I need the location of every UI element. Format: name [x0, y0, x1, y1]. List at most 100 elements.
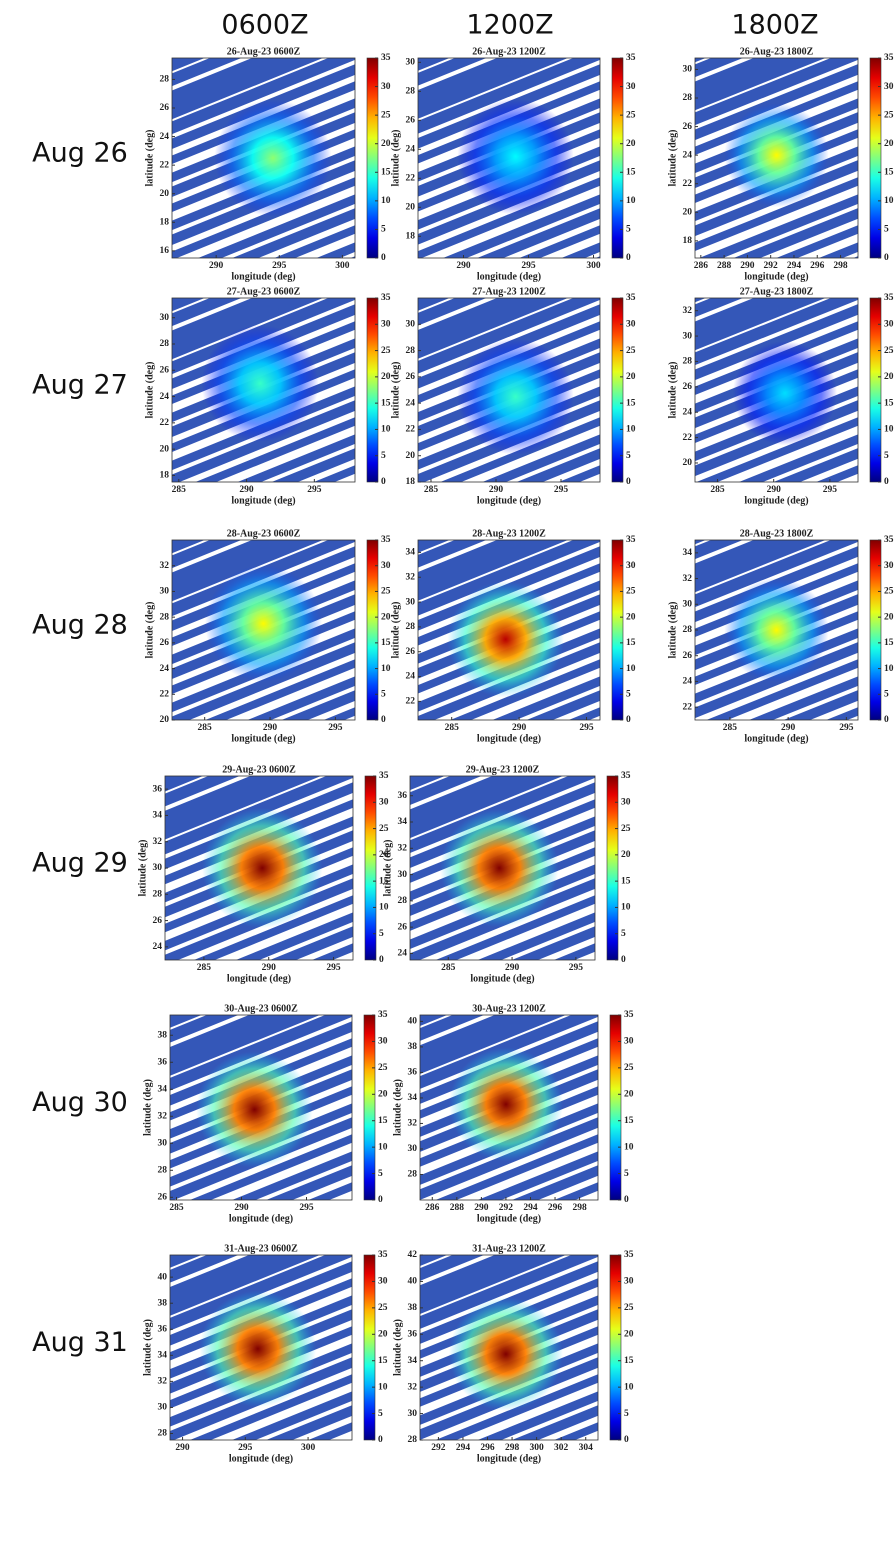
y-tick-label: 24 [406, 398, 416, 408]
swath-gap [261, 443, 355, 482]
colorbar [869, 297, 882, 483]
swath-gap [420, 1255, 572, 1317]
x-axis-label: longitude (deg) [477, 271, 541, 282]
swath-gap [295, 233, 355, 258]
swath-gap [170, 1015, 207, 1030]
x-tick-label: 298 [833, 261, 848, 271]
x-tick-label: 294 [456, 1443, 471, 1453]
colorbar-tick-label: 0 [378, 1435, 383, 1445]
y-tick-label: 28 [398, 896, 408, 906]
swath-gap [410, 776, 493, 810]
y-tick-label: 36 [408, 1068, 418, 1078]
colorbar-tick-label: 0 [381, 477, 386, 487]
x-axis-label: longitude (deg) [744, 271, 808, 282]
colorbar-tick-label: 20 [626, 612, 636, 622]
plot-frame [694, 57, 859, 259]
colorbar-tick-label: 5 [884, 451, 889, 461]
swath-gap [717, 425, 858, 482]
colorbar-tick-label: 30 [381, 561, 391, 571]
swath-gap [800, 458, 858, 482]
y-tick-label: 26 [406, 372, 416, 382]
colorbar-tick-label: 25 [378, 1303, 388, 1313]
y-tick-label: 24 [406, 144, 416, 154]
swath-gap [172, 58, 252, 91]
y-tick-label: 26 [160, 103, 170, 113]
colorbar-tick-label: 25 [626, 110, 636, 120]
swath-gap [685, 764, 868, 837]
colorbar-tick-label: 0 [381, 715, 386, 725]
colorbar-tick-label: 20 [624, 1329, 634, 1339]
panel-title: 30-Aug-23 0600Z [224, 1003, 298, 1014]
y-tick-label: 28 [683, 625, 693, 635]
colorbar-tick-label: 20 [626, 372, 636, 382]
swath-gap [538, 1415, 598, 1440]
swath-gap [170, 1015, 326, 1078]
x-tick-label: 290 [740, 261, 755, 271]
y-tick-label: 34 [683, 548, 693, 558]
y-axis-label: latitude (deg) [390, 602, 401, 659]
swath-gap [503, 218, 600, 258]
colorbar-tick-label: 15 [884, 167, 894, 177]
swath-gap [456, 903, 595, 960]
swath-gap [259, 921, 353, 960]
swath-gap [176, 185, 355, 258]
colorbar-tick-label: 30 [624, 1277, 634, 1287]
panel-title: 26-Aug-23 1200Z [472, 46, 546, 57]
colorbar-tick-label: 25 [381, 110, 391, 120]
colorbar-tick-label: 10 [626, 664, 636, 674]
swath-gap [170, 1255, 207, 1270]
y-tick-label: 18 [160, 217, 170, 227]
x-tick-label: 290 [456, 261, 471, 271]
colorbar-tick-label: 15 [621, 876, 631, 886]
x-axis-label: longitude (deg) [231, 733, 295, 744]
x-tick-label: 298 [505, 1443, 520, 1453]
y-axis-label: latitude (deg) [390, 130, 401, 187]
plot-area [172, 540, 355, 720]
storm-core [202, 807, 323, 929]
x-tick-label: 286 [694, 261, 709, 271]
panel-title: 27-Aug-23 0600Z [227, 286, 301, 297]
y-tick-label: 30 [683, 65, 693, 75]
x-tick-label: 290 [262, 963, 277, 973]
y-tick-label: 28 [406, 346, 416, 356]
swath-gap [172, 298, 329, 362]
y-tick-label: 32 [158, 1111, 168, 1121]
swath-gap [410, 1495, 608, 1541]
colorbar-tick-label: 35 [624, 1250, 634, 1260]
swath-gap [421, 185, 600, 258]
colorbar-tick-label: 25 [621, 824, 631, 834]
swath-gap [762, 443, 858, 482]
colorbar-tick-label: 5 [626, 689, 631, 699]
y-tick-label: 28 [408, 1170, 418, 1180]
swath-gap [685, 796, 868, 869]
y-tick-label: 32 [683, 574, 693, 584]
y-tick-label: 34 [158, 1084, 168, 1094]
storm-core [447, 581, 564, 698]
colorbar-tick-label: 5 [626, 451, 631, 461]
colorbar-tick-label: 10 [884, 664, 894, 674]
colorbar-tick-label: 5 [624, 1409, 629, 1419]
y-tick-label: 28 [406, 622, 416, 632]
colorbar [609, 1014, 622, 1201]
swath-gap [420, 1127, 598, 1200]
x-tick-label: 304 [579, 1443, 594, 1453]
x-axis-label: longitude (deg) [227, 973, 291, 984]
swath-gap [160, 1527, 362, 1541]
colorbar-tick-label: 5 [624, 1169, 629, 1179]
storm-core [204, 565, 323, 683]
colorbar-tick-label: 10 [884, 196, 894, 206]
swath-gap [695, 298, 831, 353]
colorbar-tick-label: 15 [379, 876, 389, 886]
y-tick-label: 28 [683, 357, 693, 367]
swath-gap [418, 58, 497, 91]
colorbar-tick-label: 15 [884, 638, 894, 648]
colorbar-tick-label: 25 [884, 587, 894, 597]
swath-gap [410, 776, 451, 793]
swath-gap [418, 298, 497, 331]
x-tick-label: 294 [523, 1203, 538, 1213]
plot-area [170, 1015, 352, 1200]
swath-gap [210, 1382, 352, 1440]
swath-gap [456, 1382, 598, 1440]
y-tick-label: 26 [406, 116, 416, 126]
